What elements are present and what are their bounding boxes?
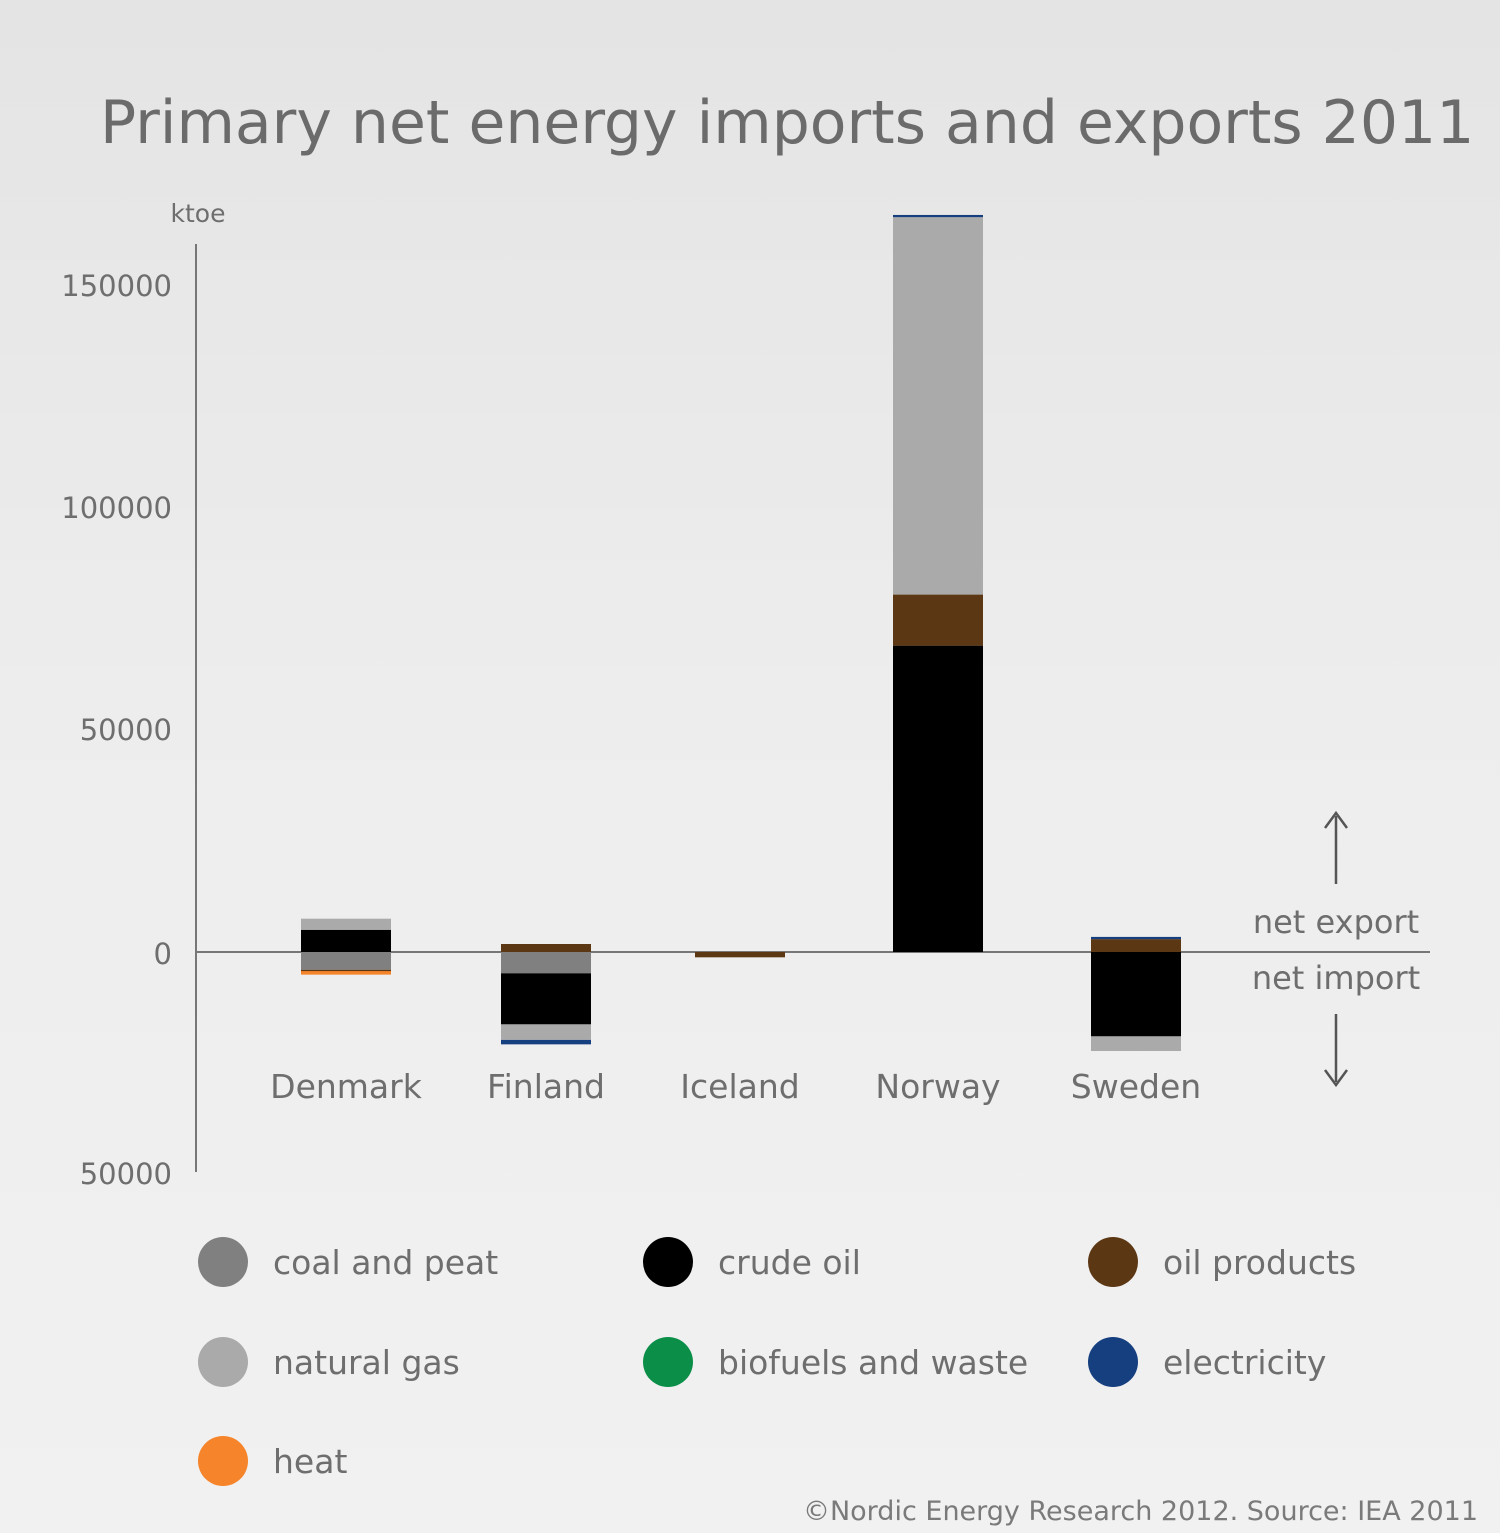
- legend-label: biofuels and waste: [718, 1342, 1029, 1382]
- bar-sweden-crude-oil: [1091, 952, 1181, 1037]
- legend-swatch: [198, 1337, 248, 1387]
- legend-swatch: [198, 1436, 248, 1486]
- up-arrow-head: [1323, 810, 1349, 829]
- legend-item-biofuels-and-waste: biofuels and waste: [643, 1336, 1028, 1388]
- labels-layer: ktoe 150000 100000 50000 0 50000 Denmark Finlan…: [61, 199, 1201, 1191]
- category-label-finland: Finland: [487, 1067, 605, 1106]
- legend-label: heat: [273, 1441, 348, 1481]
- legend-label: oil products: [1163, 1242, 1357, 1282]
- bar-norway-natural-gas: [893, 217, 983, 595]
- legend-item-crude-oil: crude oil: [643, 1236, 861, 1288]
- legend-label: crude oil: [718, 1242, 861, 1282]
- category-label-norway: Norway: [875, 1067, 1000, 1106]
- category-label-iceland: Iceland: [680, 1067, 799, 1106]
- bar-norway-oil-products: [893, 594, 983, 646]
- y-axis-unit-label: ktoe: [171, 199, 226, 228]
- category-label-denmark: Denmark: [270, 1067, 423, 1106]
- legend-swatch: [1088, 1337, 1138, 1387]
- legend-label: coal and peat: [273, 1242, 499, 1282]
- bar-denmark-natural-gas: [301, 918, 391, 930]
- axis-layer: [195, 244, 1430, 1172]
- bars-layer: [301, 214, 1181, 1052]
- legend-swatch: [643, 1237, 693, 1287]
- bar-finland-oil-products: [501, 944, 591, 952]
- bar-norway-crude-oil: [893, 645, 983, 952]
- legend-swatch: [1088, 1237, 1138, 1287]
- y-tick-label: 0: [154, 937, 172, 971]
- bar-finland-natural-gas: [501, 1024, 591, 1040]
- bar-sweden-oil-products: [1091, 939, 1181, 952]
- legend-item-electricity: electricity: [1088, 1336, 1326, 1388]
- y-tick-label: 50000: [80, 713, 172, 747]
- bar-sweden-electricity: [1091, 936, 1181, 940]
- category-label-sweden: Sweden: [1071, 1067, 1201, 1106]
- y-tick-label: 50000: [80, 1157, 172, 1191]
- legend-item-oil-products: oil products: [1088, 1236, 1356, 1288]
- bar-denmark-heat: [301, 971, 391, 975]
- legend-item-coal-and-peat: coal and peat: [198, 1236, 498, 1288]
- bar-finland-crude-oil: [501, 973, 591, 1025]
- y-tick-label: 100000: [61, 491, 172, 525]
- bar-norway-electricity: [893, 214, 983, 218]
- bar-sweden-natural-gas: [1091, 1036, 1181, 1052]
- net-import-label: net import: [1252, 959, 1420, 997]
- net-export-label: net export: [1253, 903, 1419, 941]
- legend-label: electricity: [1163, 1342, 1327, 1382]
- bar-finland-coal-and-peat: [501, 952, 591, 974]
- down-arrow-head: [1323, 1069, 1349, 1088]
- legend-swatch: [198, 1237, 248, 1287]
- bar-denmark-coal-and-peat: [301, 952, 391, 970]
- legend-label: natural gas: [273, 1342, 460, 1382]
- y-tick-label: 150000: [61, 269, 172, 303]
- bar-denmark-oil-products: [301, 969, 391, 972]
- chart-title: Primary net energy imports and exports 2…: [100, 88, 1475, 158]
- legend-item-natural-gas: natural gas: [198, 1336, 460, 1388]
- legend-swatch: [643, 1337, 693, 1387]
- bar-iceland-oil-products: [695, 952, 785, 958]
- source-note: ©Nordic Energy Research 2012. Source: IE…: [802, 1496, 1478, 1527]
- legend-item-heat: heat: [198, 1435, 347, 1487]
- bar-finland-electricity: [501, 1039, 591, 1045]
- annotation-layer: net export net import: [1252, 810, 1420, 1088]
- bar-denmark-crude-oil: [301, 929, 391, 952]
